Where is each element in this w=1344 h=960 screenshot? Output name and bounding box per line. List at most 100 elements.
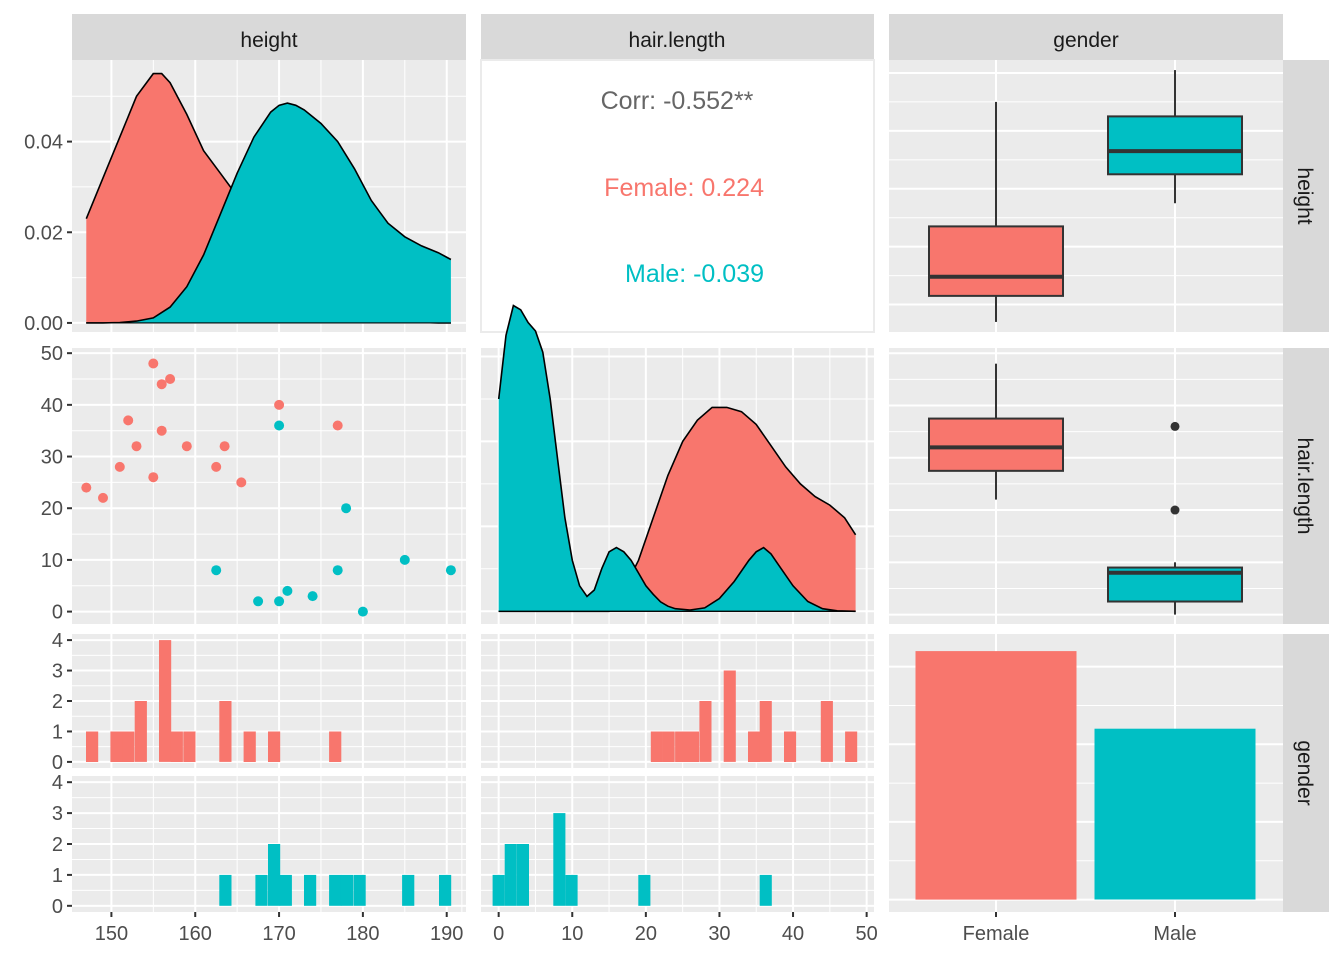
strip-gender-bg: [889, 14, 1283, 60]
hist-bar-male: [638, 874, 651, 906]
hist-bar-female: [748, 731, 761, 762]
y-axis-hair-tick-label: 30: [41, 447, 63, 469]
hist-bar-female: [86, 731, 99, 762]
scatter-point-female: [114, 461, 125, 472]
box-female: [928, 363, 1064, 500]
box-iqr: [928, 417, 1064, 472]
scatter-point-male: [274, 596, 285, 607]
strip-right-label-height: height: [1293, 167, 1316, 224]
y-axis-count-male-tick-label: 1: [52, 865, 63, 887]
hist-bar-female: [170, 731, 183, 762]
hist-bar-male: [279, 874, 292, 906]
hist-bar-male: [402, 874, 415, 906]
hist-bar-female: [159, 640, 172, 762]
y-axis-count-female-tick-label: 4: [52, 630, 63, 652]
corr-panel-bg: [480, 59, 875, 333]
strip-right-height-bg: [1283, 60, 1329, 332]
panel-height-histograms: [68, 634, 490, 912]
scatter-point-female: [211, 461, 222, 472]
corr-female-text: Female: 0.224: [604, 174, 764, 202]
y-axis-count-female-tick-label: 1: [52, 721, 63, 743]
scatter-point-female: [165, 374, 176, 384]
panel-scatter-height-hair: [68, 348, 490, 624]
hist-bar-female: [759, 701, 772, 762]
scatter-point-female: [131, 441, 142, 452]
scatter-point-male: [307, 591, 318, 602]
hist-bar-female: [686, 731, 699, 762]
box-iqr: [928, 225, 1064, 297]
y-axis-count-female-tick-label: 0: [52, 752, 63, 774]
scatter-point-male: [274, 420, 285, 431]
strip-height-bg: [72, 14, 466, 60]
panel-height-density: [68, 60, 490, 332]
hist-bar-male: [353, 874, 366, 906]
scatter-point-male: [341, 503, 352, 514]
y-axis-count-male-tick-label: 3: [52, 803, 63, 825]
y-axis-density-tick-label: 0.00: [24, 313, 63, 335]
hist-bar-female: [243, 731, 256, 762]
panel-correlation: Corr: -0.552** Female: 0.224 Male: -0.03…: [480, 59, 875, 333]
y-axis-hair-tick-label: 0: [52, 602, 63, 624]
x-axis-hair-tick-label: 30: [708, 923, 730, 945]
hist-bar-female: [183, 731, 196, 762]
hist-bar-female: [122, 731, 135, 762]
corr-overall-text: Corr: -0.552**: [601, 87, 754, 115]
x-axis-height-tick-label: 190: [430, 923, 463, 945]
y-axis-count-male-tick-label: 2: [52, 834, 63, 856]
x-axis-height-tick-label: 160: [179, 923, 212, 945]
x-axis-hair-tick-label: 50: [856, 923, 878, 945]
panel-gender-bar: [889, 634, 1283, 912]
x-axis-gender-tick-label: Male: [1153, 923, 1196, 945]
box-outlier: [1170, 421, 1180, 431]
scatter-point-female: [98, 492, 108, 503]
scatter-point-male: [282, 585, 293, 596]
x-axis-hair-tick-label: 20: [635, 923, 657, 945]
hist-bar-female: [675, 731, 688, 762]
panel-hair-density: [461, 304, 904, 624]
scatter-point-female: [219, 441, 230, 452]
x-axis-height-tick-label: 180: [346, 923, 379, 945]
hist-bar-female: [662, 731, 675, 762]
scatter-point-female: [81, 482, 92, 493]
strip-label-height: height: [240, 29, 297, 52]
hist-bar-female: [820, 701, 833, 762]
box-male: [1107, 70, 1243, 204]
hist-bar-female: [650, 731, 663, 762]
panel-height-by-gender-boxplot: [889, 60, 1283, 332]
x-axis-hair-tick-label: 10: [561, 923, 583, 945]
x-axis-height-tick-label: 150: [95, 923, 128, 945]
right-strips: height hair.length gender: [1283, 60, 1329, 912]
scatter-point-female: [156, 425, 167, 436]
hist-bar-female: [219, 701, 232, 762]
box-iqr: [1107, 115, 1243, 176]
density-hair-male-line: [497, 304, 856, 613]
scatter-point-male: [253, 596, 264, 607]
scatter-point-female: [123, 415, 134, 426]
strip-hair-bg: [481, 14, 874, 60]
y-axis-count-female-tick-label: 3: [52, 661, 63, 683]
scatter-point-female: [181, 441, 192, 452]
hist-bar-female: [268, 731, 281, 762]
y-axis-count-male-tick-label: 4: [52, 772, 63, 794]
scatter-point-male: [399, 554, 410, 565]
y-axis-count-female-tick-label: 2: [52, 691, 63, 713]
strip-right-label-gender: gender: [1293, 740, 1316, 805]
strip-label-gender: gender: [1053, 29, 1118, 52]
scatter-point-female: [332, 420, 343, 431]
box-male: [1107, 421, 1243, 615]
box-outlier: [1170, 505, 1180, 515]
bar-male: [1094, 728, 1256, 900]
panel-bg: [72, 348, 466, 624]
strip-right-label-hair-length: hair.length: [1293, 438, 1316, 535]
density-height-female-area: [86, 73, 451, 323]
y-axis-hair-tick-label: 40: [41, 395, 63, 417]
scatter-point-female: [148, 358, 159, 369]
y-axis-count-male-tick-label: 0: [52, 896, 63, 918]
corr-male-text: Male: -0.039: [625, 260, 764, 288]
hist-bar-male: [340, 874, 354, 906]
hist-bar-male: [492, 874, 505, 906]
x-axis-height-tick-label: 170: [262, 923, 295, 945]
panel-hair-by-gender-boxplot: [889, 348, 1283, 624]
